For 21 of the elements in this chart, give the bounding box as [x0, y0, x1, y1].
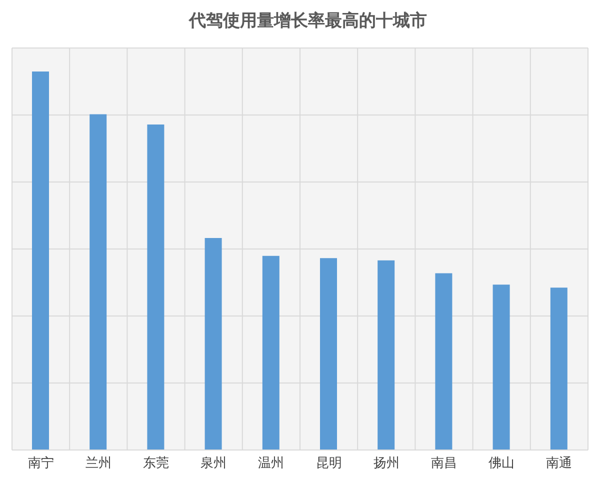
bar [550, 288, 568, 450]
bar [147, 124, 164, 450]
x-tick-label: 昆明 [316, 456, 342, 472]
x-tick-label: 温州 [258, 456, 284, 472]
x-tick-label: 南宁 [28, 455, 54, 472]
x-tick-label: 东莞 [143, 456, 169, 472]
bar [378, 260, 395, 450]
x-tick-label: 南昌 [431, 456, 457, 472]
x-tick-label: 佛山 [488, 456, 515, 472]
x-tick-label: 扬州 [373, 456, 400, 472]
bar [90, 114, 107, 450]
bar [262, 256, 280, 450]
x-tick-label: 兰州 [85, 456, 112, 472]
bar [435, 273, 452, 450]
bar [32, 71, 49, 450]
x-tick-label: 南通 [546, 456, 572, 472]
x-tick-label: 泉州 [200, 456, 227, 472]
chart-title: 代驾使用量增长率最高的十城市 [188, 10, 428, 33]
bar [492, 284, 510, 450]
bar [320, 258, 337, 450]
bar [204, 238, 222, 450]
